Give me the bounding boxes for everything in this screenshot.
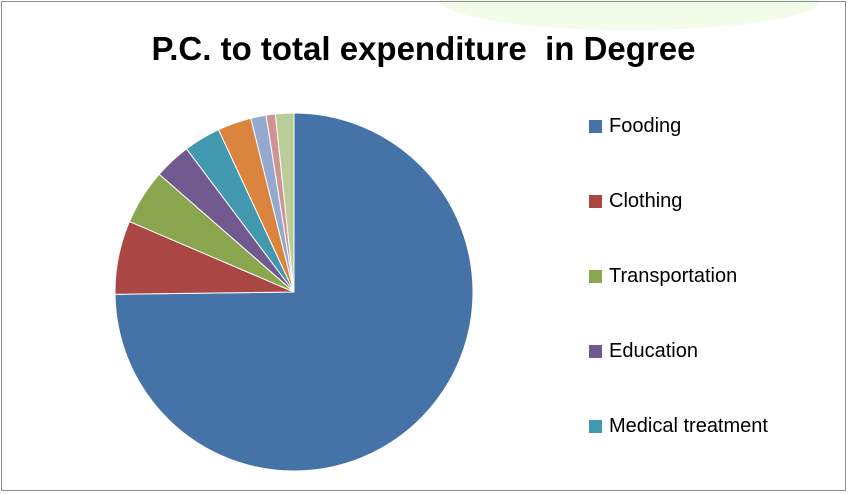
- legend-item-education: Education: [589, 340, 698, 363]
- legend-label: Fooding: [609, 115, 682, 137]
- pie-slice-other-4: [274, 112, 295, 293]
- legend-swatch: [589, 345, 602, 358]
- legend-item-clothing: Clothing: [589, 190, 682, 213]
- legend-swatch: [589, 420, 602, 433]
- legend-label: Transportation: [609, 265, 738, 287]
- legend-item-medical-treatment: Medical treatment: [589, 415, 768, 438]
- legend-label: Clothing: [609, 190, 683, 212]
- legend-swatch: [589, 270, 602, 283]
- pie-slice-fooding: [114, 112, 474, 472]
- chart-title: P.C. to total expenditure in Degree: [151, 30, 696, 67]
- legend-item-transportation: Transportation: [589, 265, 737, 288]
- legend-swatch: [589, 120, 602, 133]
- legend-swatch: [589, 195, 602, 208]
- legend-label: Education: [609, 340, 698, 362]
- legend-item-fooding: Fooding: [589, 115, 681, 138]
- legend-label: Medical treatment: [609, 415, 768, 437]
